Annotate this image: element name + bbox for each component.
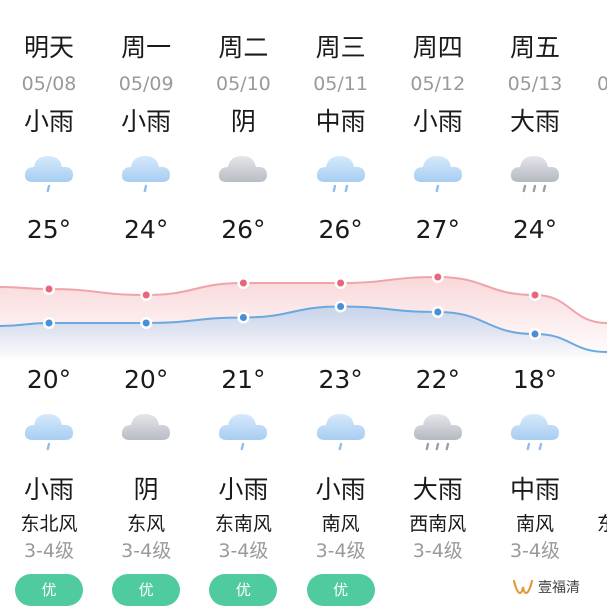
wind-level-label: 3-4级: [23, 540, 75, 562]
day-label: 周二: [218, 33, 269, 62]
low-temp-point: [531, 330, 539, 338]
wind-direction-label: 东风: [127, 513, 166, 535]
light-rain-icon: [413, 156, 462, 193]
day-weather-label: 小雨: [412, 107, 463, 136]
wind-direction-label: 西南风: [409, 513, 467, 535]
high-temp-label: 26°: [318, 215, 363, 244]
date-label: 05/12: [410, 73, 466, 95]
overcast-icon: [122, 414, 171, 440]
night-weather-label: 阴: [133, 475, 159, 504]
forecast-day-column[interactable]: 周五 05/13 大雨 24° 18° 中雨南风 3-4级: [487, 0, 583, 611]
low-temp-point: [239, 314, 247, 321]
heavy-rain-icon: [510, 156, 559, 193]
high-temp-point: [337, 279, 345, 287]
day-weather-label: 小雨: [23, 107, 74, 136]
light-rain-icon: [122, 156, 171, 193]
wind-level-label: 3-4级: [315, 540, 366, 562]
wind-direction-label: 东北风: [20, 513, 78, 535]
day-label: 周四: [412, 33, 463, 62]
high-temp-label: 27°: [415, 215, 460, 244]
day-weather-label: 中雨: [315, 107, 366, 136]
night-weather-label: 小雨: [315, 475, 366, 504]
date-label: 05/09: [118, 73, 174, 95]
low-temp-label: 18°: [512, 365, 558, 394]
wind-level-label: 3-4级: [412, 540, 463, 562]
partial-date: 0: [597, 73, 607, 95]
low-temp-point: [434, 308, 442, 316]
day-label: 周三: [315, 33, 366, 62]
day-weather-label: 阴: [230, 107, 256, 136]
day-label: 周五: [509, 33, 560, 62]
date-label: 05/10: [216, 73, 271, 95]
low-temp-point: [45, 319, 53, 327]
forecast-day-column[interactable]: 周二 05/10 阴 26° 21° 小雨东南风 3-4级优: [195, 0, 291, 611]
watermark: 壹福清: [512, 575, 580, 599]
light-rain-icon: [316, 414, 365, 451]
high-temp-point: [45, 285, 53, 293]
wind-direction-label: 南风: [321, 513, 360, 535]
light-rain-icon: [24, 156, 73, 193]
watermark-text: 壹福清: [538, 580, 580, 596]
wind-level-label: 3-4级: [509, 540, 561, 562]
wind-direction-label: 南风: [515, 513, 554, 535]
day-weather-label: 小雨: [121, 107, 172, 136]
date-label: 05/13: [507, 73, 563, 95]
high-temp-point: [434, 273, 442, 281]
forecast-day-column[interactable]: 周三 05/11 中雨 26° 23° 小雨南风 3-4级优: [293, 0, 389, 611]
low-temp-label: 20°: [26, 365, 72, 394]
aqi-badge: 优: [209, 574, 278, 606]
light-rain-icon: [24, 414, 73, 451]
low-temp-point: [337, 303, 345, 310]
aqi-badge: 优: [15, 574, 83, 606]
high-temp-label: 24°: [124, 215, 169, 244]
forecast-day-column[interactable]: 周四 05/12 小雨 27° 22° 大雨西南风 3-4级: [390, 0, 486, 611]
high-temp-label: 24°: [512, 215, 558, 244]
light-rain-icon: [219, 414, 268, 451]
high-temp-label: 25°: [26, 215, 72, 244]
partial-next-day-column: 0 东: [597, 0, 607, 611]
date-label: 05/08: [21, 73, 77, 95]
moderate-rain-icon: [316, 156, 365, 193]
low-temp-label: 21°: [221, 365, 266, 394]
partial-wind: 东: [597, 513, 607, 535]
wind-level-label: 3-4级: [218, 540, 269, 562]
wind-level-label: 3-4级: [121, 540, 172, 562]
low-temp-point: [142, 319, 150, 327]
night-weather-label: 大雨: [412, 475, 463, 504]
overcast-icon: [219, 156, 268, 182]
forecast-day-column[interactable]: 明天 05/08 小雨 25° 20° 小雨东北风 3-4级优: [1, 0, 97, 611]
wechat-channel-icon: [512, 579, 534, 595]
high-temp-point: [531, 291, 539, 299]
night-weather-label: 小雨: [23, 475, 74, 504]
aqi-badge: 优: [112, 574, 181, 606]
day-weather-label: 大雨: [509, 107, 560, 136]
high-temp-point: [142, 291, 150, 299]
day-label: 周一: [121, 33, 172, 62]
forecast-day-column[interactable]: 周一 05/09 小雨 24° 20° 阴东风 3-4级优: [98, 0, 194, 611]
moderate-rain-icon: [510, 414, 559, 451]
night-weather-label: 小雨: [218, 475, 269, 504]
temperature-curve: [0, 271, 607, 360]
high-temp-label: 26°: [221, 215, 266, 244]
low-temp-line: [0, 305, 607, 353]
low-temp-label: 23°: [318, 365, 363, 394]
wind-direction-label: 东南风: [214, 513, 272, 535]
high-temp-line: [0, 275, 607, 324]
high-temp-point: [239, 279, 247, 287]
low-temp-label: 20°: [124, 365, 169, 394]
night-weather-label: 中雨: [509, 475, 560, 504]
heavy-rain-icon: [413, 414, 462, 451]
low-temp-area: [0, 306, 607, 360]
aqi-badge: 优: [306, 574, 375, 606]
date-label: 05/11: [313, 73, 368, 95]
day-label: 明天: [23, 33, 74, 62]
low-temp-label: 22°: [415, 365, 460, 394]
